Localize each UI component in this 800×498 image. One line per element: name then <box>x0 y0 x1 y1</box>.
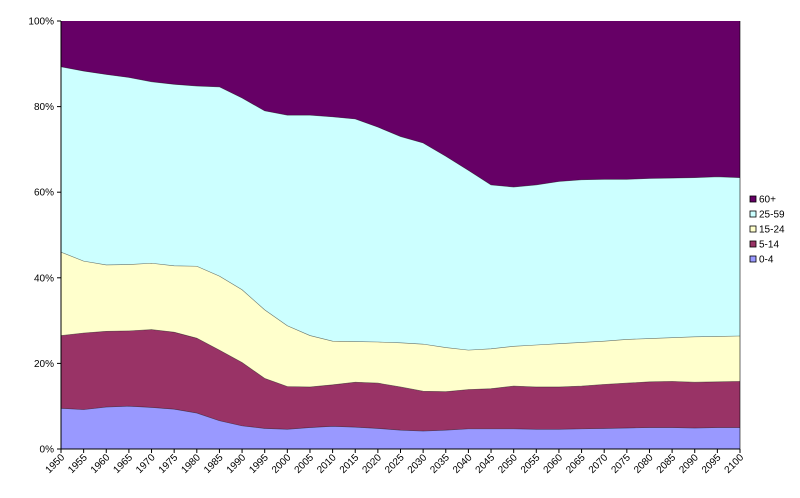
legend-swatch-25-59 <box>749 210 757 218</box>
legend-label-0-4: 0-4 <box>759 255 774 266</box>
legend-swatch-15-24 <box>749 225 757 233</box>
y-tick-label: 100% <box>28 17 54 28</box>
legend-swatch-60+ <box>749 195 757 203</box>
y-tick-label: 60% <box>34 188 54 199</box>
area-25-59 <box>61 66 740 351</box>
y-tick-label: 0% <box>40 445 55 456</box>
area-15-24 <box>61 252 740 392</box>
y-tick-label: 20% <box>34 359 54 370</box>
y-tick-label: 80% <box>34 102 54 113</box>
legend-label-5-14: 5-14 <box>759 240 779 251</box>
boundary-25-59 <box>60 66 741 188</box>
area-5-14 <box>61 329 740 432</box>
plot-areas <box>60 21 741 449</box>
boundary-0-4 <box>60 405 740 432</box>
axes <box>57 20 741 453</box>
area-60+ <box>61 21 740 188</box>
y-tick-labels: 0% 20% 40% 60% 80% 100% <box>28 17 54 456</box>
legend-label-15-24: 15-24 <box>759 225 785 236</box>
boundary-5-14 <box>60 329 741 392</box>
legend-label-60+: 60+ <box>759 195 776 206</box>
legend-label-25-59: 25-59 <box>759 210 785 221</box>
legend: 60+ 25-59 15-24 5-14 0-4 <box>747 190 799 271</box>
y-tick-label: 40% <box>34 273 54 284</box>
area-0-4 <box>61 406 740 449</box>
legend-swatch-0-4 <box>749 255 757 263</box>
legend-swatch-5-14 <box>749 240 757 248</box>
boundary-15-24 <box>60 251 741 351</box>
